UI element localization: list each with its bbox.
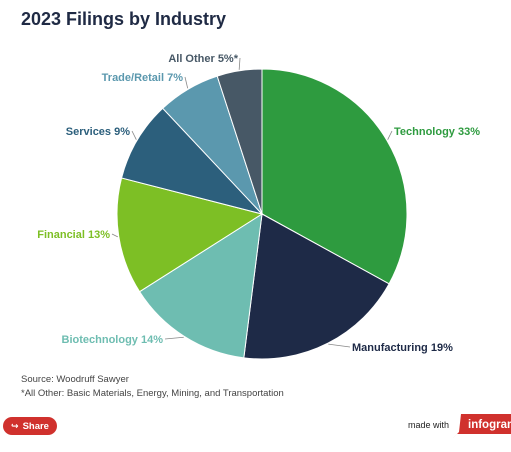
share-button[interactable]: ↪ Share (3, 417, 57, 435)
infogram-brand-text: infogram (468, 419, 511, 431)
share-icon: ↪ (11, 420, 19, 431)
pie-slice-manufacturing[interactable] (243, 213, 390, 360)
leader-line-manufacturing (328, 343, 351, 348)
footnotes: Source: Woodruff Sawyer *All Other: Basi… (21, 373, 284, 401)
source-note: Source: Woodruff Sawyer (21, 374, 129, 385)
slice-label-all: All Other 5%* (168, 53, 238, 65)
slice-label-trade-retail: Trade/Retail 7% (102, 72, 184, 84)
chart-title: 2023 Filings by Industry (21, 9, 227, 29)
slice-label-technology: Technology 33% (394, 126, 480, 138)
leader-line-services (131, 130, 137, 140)
slice-label-services: Services 9% (66, 126, 130, 138)
slice-label-biotechnology: Biotechnology 14% (62, 334, 164, 346)
pie-slice-all[interactable] (216, 68, 263, 215)
pie-slice-technology[interactable] (261, 68, 408, 285)
share-label: Share (22, 420, 49, 432)
leader-line-biotechnology (164, 336, 184, 340)
pie-slice-financial[interactable] (116, 177, 264, 293)
pie-slice-services[interactable] (120, 107, 264, 215)
leader-line-all (238, 57, 241, 70)
slice-label-financial: Financial 13% (37, 229, 110, 241)
infogram-logo-shape (453, 414, 511, 438)
leader-line-trade-retail (184, 76, 189, 89)
infogram-logo[interactable]: infogram (453, 414, 511, 438)
pie-slice-biotechnology[interactable] (138, 213, 263, 359)
other-note: *All Other: Basic Materials, Energy, Min… (21, 388, 284, 399)
leader-line-technology (387, 130, 393, 140)
leader-line-financial (111, 233, 118, 238)
slice-label-manufacturing: Manufacturing 19% (352, 342, 453, 354)
made-with-text: made with (408, 420, 450, 430)
